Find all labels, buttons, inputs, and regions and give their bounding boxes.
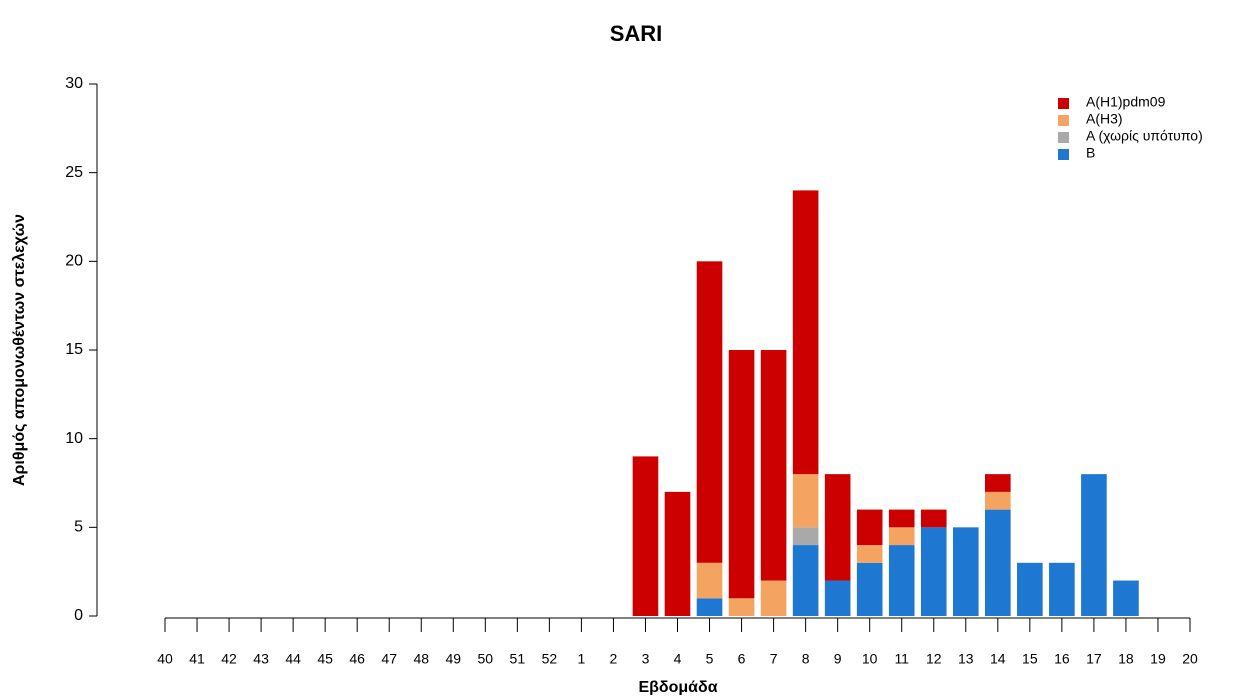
x-tick-label: 42 [221, 651, 237, 667]
x-tick-label: 12 [926, 651, 942, 667]
x-tick-label: 45 [317, 651, 333, 667]
bar-segment [696, 261, 723, 563]
x-tick-label: 1 [578, 651, 586, 667]
legend-label: A (χωρίς υπότυπο) [1086, 128, 1203, 144]
x-tick-label: 43 [253, 651, 269, 667]
bar-segment [1081, 474, 1107, 616]
bar-segment [728, 350, 755, 599]
bar-segment [792, 545, 819, 616]
legend-swatch [1058, 115, 1069, 126]
bar-segment [952, 527, 979, 616]
x-tick-label: 16 [1054, 651, 1070, 667]
x-tick-label: 6 [738, 651, 746, 667]
x-tick-label: 11 [894, 651, 909, 667]
y-tick-label: 10 [65, 430, 83, 447]
chart-title: SARI [610, 21, 663, 46]
x-tick-label: 7 [770, 651, 778, 667]
x-tick-label: 5 [706, 651, 714, 667]
x-tick-label: 46 [349, 651, 365, 667]
x-tick-label: 14 [990, 651, 1006, 667]
bar-segment [1049, 562, 1075, 616]
x-tick-label: 19 [1150, 651, 1166, 667]
bar-segment [856, 562, 883, 616]
x-tick-label: 47 [381, 651, 397, 667]
bar-segment [792, 527, 819, 546]
bar-segment [664, 491, 691, 616]
bar-segment [920, 527, 947, 616]
y-tick-label: 25 [65, 164, 83, 181]
bar-segment [888, 509, 915, 528]
bar-segment [1017, 562, 1043, 616]
x-tick-label: 4 [674, 651, 682, 667]
y-tick-label: 20 [65, 253, 83, 270]
bar-segment [888, 527, 915, 546]
x-tick-label: 9 [834, 651, 842, 667]
x-tick-label: 10 [862, 651, 878, 667]
legend-label: A(H3) [1086, 111, 1123, 127]
bar-segment [728, 598, 755, 616]
x-tick-label: 18 [1118, 651, 1134, 667]
y-axis-label: Αριθμός απομονωθέντων στελεχών [11, 214, 28, 486]
bar-segment [792, 190, 819, 475]
x-tick-label: 40 [157, 651, 173, 667]
x-tick-label: 44 [285, 651, 301, 667]
y-tick-label: 0 [74, 607, 83, 624]
x-tick-label: 2 [610, 651, 618, 667]
x-tick-label: 52 [542, 651, 558, 667]
x-tick-label: 8 [802, 651, 810, 667]
x-tick-label: 51 [510, 651, 526, 667]
x-tick-label: 15 [1022, 651, 1038, 667]
legend-swatch [1058, 132, 1069, 143]
bar-segment [856, 509, 883, 546]
legend-swatch [1058, 98, 1069, 109]
x-tick-label: 49 [445, 651, 461, 667]
y-tick-label: 15 [65, 341, 83, 358]
x-tick-label: 50 [478, 651, 494, 667]
x-tick-label: 20 [1182, 651, 1198, 667]
y-tick-label: 30 [65, 75, 83, 92]
bar-segment [985, 509, 1011, 616]
x-tick-label: 3 [642, 651, 650, 667]
legend-swatch [1058, 149, 1069, 160]
bar-segment [760, 350, 787, 581]
x-axis-label: Εβδομάδα [638, 679, 717, 695]
x-tick-label: 13 [958, 651, 974, 667]
x-tick-label: 17 [1086, 651, 1102, 667]
bar-segment [824, 474, 851, 581]
bar-segment [856, 545, 883, 563]
bar-segment [632, 456, 659, 616]
legend-label: A(H1)pdm09 [1086, 94, 1166, 110]
y-tick-label: 5 [74, 519, 83, 536]
bar-segment [696, 562, 723, 599]
bar-segment [696, 598, 723, 616]
bar-segment [824, 580, 851, 616]
bar-segment [985, 474, 1011, 492]
legend-label: B [1086, 145, 1095, 161]
x-tick-label: 41 [189, 651, 205, 667]
bar-segment [985, 491, 1011, 510]
bar-segment [888, 545, 915, 616]
x-tick-label: 48 [413, 651, 429, 667]
bar-segment [1113, 580, 1139, 616]
bar-segment [920, 509, 947, 528]
bar-segment [792, 474, 819, 528]
bar-segment [760, 580, 787, 616]
